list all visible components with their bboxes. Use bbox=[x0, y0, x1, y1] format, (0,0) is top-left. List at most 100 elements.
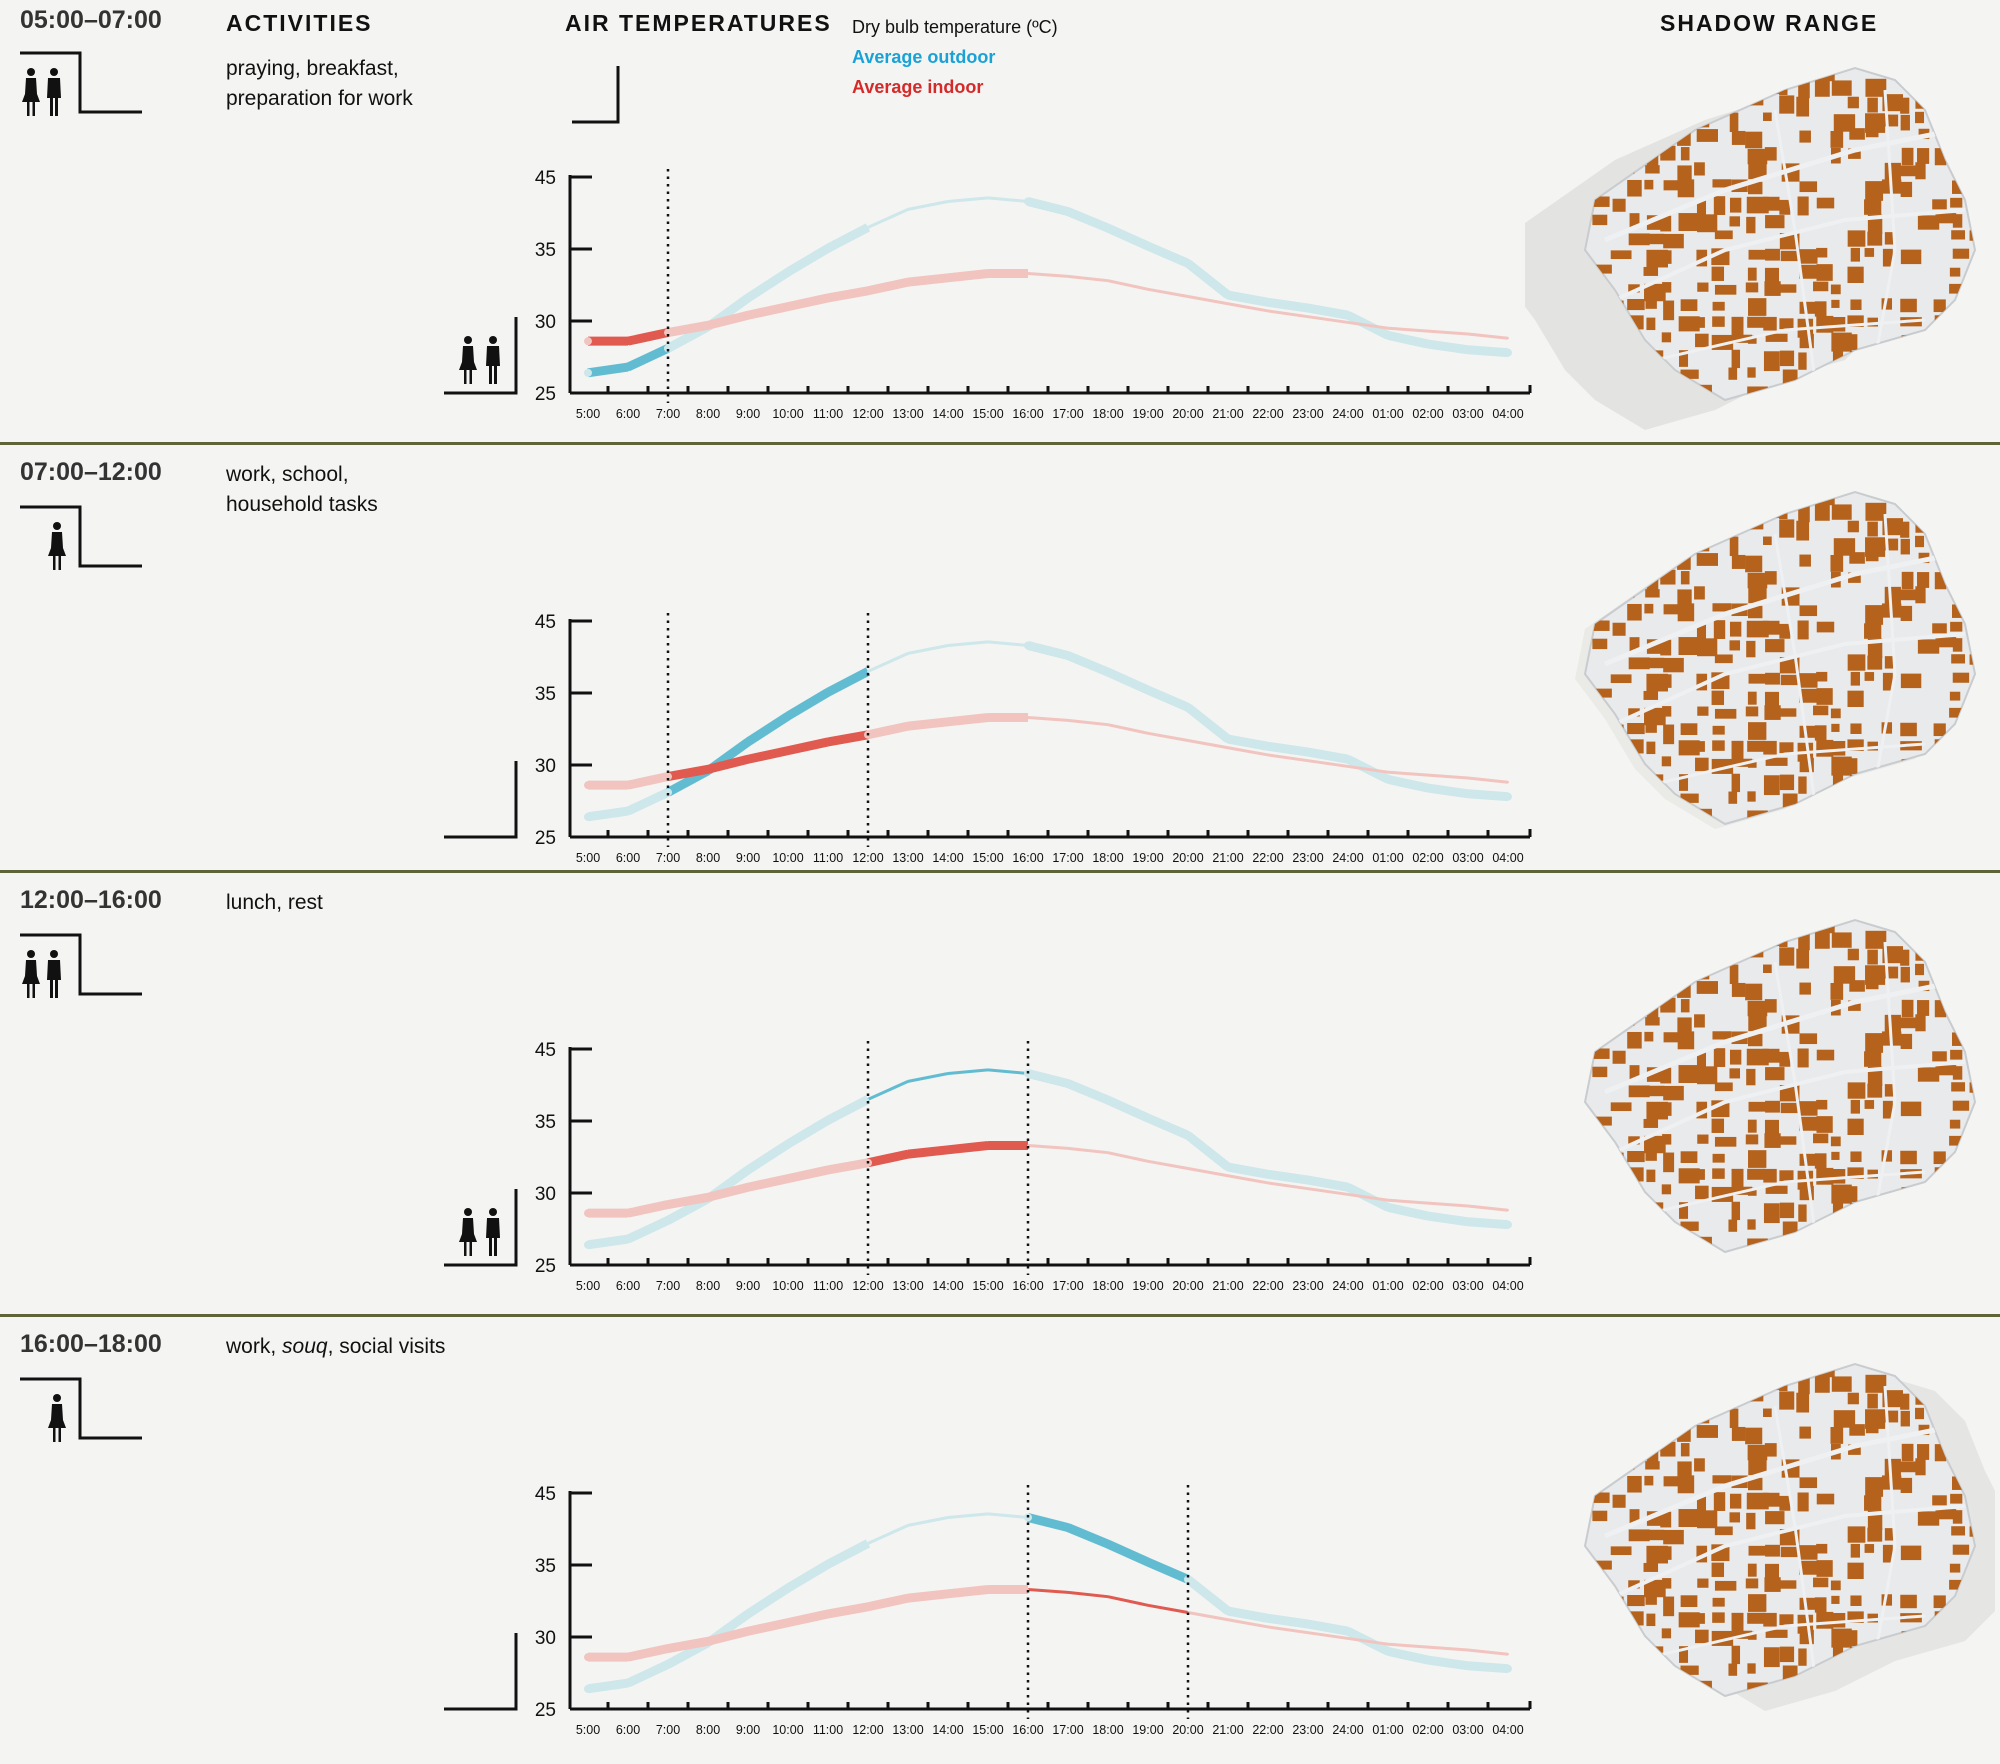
outdoor-point bbox=[987, 640, 989, 643]
x-tick-label: 19:00 bbox=[1132, 407, 1163, 421]
y-tick-label: 45 bbox=[535, 1040, 556, 1061]
outdoor-segment bbox=[1026, 1069, 1070, 1088]
outdoor-segment bbox=[1026, 641, 1070, 660]
y-tick-label: 25 bbox=[535, 1256, 556, 1277]
outdoor-point bbox=[744, 737, 752, 746]
x-tick-label: 17:00 bbox=[1052, 851, 1083, 865]
indoor-point bbox=[784, 1174, 792, 1183]
indoor-segment bbox=[827, 1158, 869, 1175]
indoor-point bbox=[824, 1165, 832, 1174]
shadow-range-map bbox=[1583, 1362, 1995, 1711]
indoor-segment-highlight bbox=[1147, 1603, 1189, 1614]
air-temp-bracket bbox=[572, 66, 620, 124]
outdoor-segment bbox=[1185, 259, 1231, 299]
x-tick-label: 24:00 bbox=[1332, 851, 1363, 865]
indoor-segment bbox=[627, 1644, 669, 1662]
outdoor-segment-highlight bbox=[907, 1072, 949, 1083]
time-range: 07:00–12:00 bbox=[20, 458, 162, 486]
x-tick-label: 5:00 bbox=[576, 1723, 600, 1737]
indoor-point bbox=[984, 1585, 992, 1594]
outdoor-segment bbox=[1427, 783, 1469, 799]
x-tick-label: 22:00 bbox=[1252, 1723, 1283, 1737]
outdoor-segment bbox=[825, 1539, 871, 1569]
indoor-point bbox=[1427, 330, 1429, 333]
man-icon bbox=[486, 1208, 500, 1256]
activity-line: lunch, rest bbox=[226, 891, 323, 914]
outdoor-segment bbox=[907, 644, 949, 655]
indoor-segment bbox=[1267, 1181, 1309, 1191]
street bbox=[1604, 1423, 1956, 1539]
man-icon bbox=[47, 68, 61, 116]
legend-title: Dry bulb temperature (ºC) bbox=[852, 17, 1058, 37]
outdoor-point bbox=[1144, 1114, 1152, 1123]
x-tick-label: 12:00 bbox=[852, 407, 883, 421]
activity-description: work, souq, social visits bbox=[226, 1332, 445, 1362]
outdoor-segment bbox=[587, 1234, 629, 1250]
outdoor-segment bbox=[1467, 345, 1509, 358]
indoor-point bbox=[984, 1141, 992, 1150]
indoor-point bbox=[824, 737, 832, 746]
x-tick-label: 7:00 bbox=[656, 407, 680, 421]
indoor-point bbox=[1467, 1648, 1469, 1651]
indoor-segment bbox=[1427, 773, 1469, 780]
x-tick-label: 11:00 bbox=[813, 407, 843, 421]
indoor-segment bbox=[1427, 1645, 1469, 1652]
indoor-point bbox=[744, 755, 752, 764]
indoor-point bbox=[1267, 309, 1269, 312]
outdoor-segment bbox=[626, 1660, 670, 1688]
x-tick-label: 18:00 bbox=[1092, 407, 1123, 421]
outdoor-segment bbox=[1026, 197, 1070, 216]
x-tick-label: 22:00 bbox=[1252, 851, 1283, 865]
indoor-point bbox=[584, 337, 592, 346]
indoor-segment bbox=[1107, 279, 1149, 291]
x-tick-label: 02:00 bbox=[1412, 1279, 1443, 1293]
x-tick-label: 6:00 bbox=[616, 407, 640, 421]
indoor-segment bbox=[1227, 1174, 1269, 1185]
street bbox=[1873, 1385, 1897, 1657]
outdoor-point bbox=[624, 1679, 632, 1688]
indoor-segment bbox=[1347, 1192, 1389, 1202]
activity-line: household tasks bbox=[226, 493, 378, 516]
y-tick-label: 25 bbox=[535, 1700, 556, 1721]
outdoor-point bbox=[987, 1512, 989, 1515]
temperature-chart: 25 30 35 45 5:00 6:00 7:00 8:00 9:00 10:00 11:00 12… bbox=[444, 612, 1532, 865]
indoor-point bbox=[1067, 719, 1069, 722]
outdoor-segment bbox=[947, 640, 989, 647]
indoor-segment bbox=[1347, 1636, 1389, 1646]
x-tick-label: 7:00 bbox=[656, 1279, 680, 1293]
time-range: 16:00–18:00 bbox=[20, 1330, 162, 1358]
outdoor-point bbox=[1504, 1220, 1512, 1229]
indoor-point bbox=[1427, 1646, 1429, 1649]
x-tick-label: 20:00 bbox=[1172, 851, 1203, 865]
outdoor-segment bbox=[1185, 1131, 1231, 1171]
x-tick-label: 8:00 bbox=[696, 407, 720, 421]
indoor-segment bbox=[1067, 718, 1109, 727]
outdoor-point bbox=[867, 1542, 869, 1545]
outdoor-segment-highlight bbox=[1146, 1557, 1190, 1584]
x-tick-label: 22:00 bbox=[1252, 407, 1283, 421]
activity-description: praying, breakfast, preparation for work bbox=[226, 54, 413, 114]
temperature-chart: 25 30 35 45 5:00 6:00 7:00 8:00 9:00 10:00 11:00 12… bbox=[444, 168, 1532, 421]
indoor-point bbox=[664, 772, 672, 781]
outdoor-point bbox=[987, 196, 989, 199]
x-tick-label: 17:00 bbox=[1052, 1723, 1083, 1737]
activity-line: praying, breakfast, bbox=[226, 57, 399, 80]
indoor-segment-highlight bbox=[627, 328, 669, 346]
indoor-segment bbox=[827, 286, 869, 303]
street bbox=[1614, 1504, 1966, 1598]
outdoor-point bbox=[1104, 1540, 1112, 1549]
street bbox=[1614, 208, 1966, 302]
outdoor-point bbox=[584, 368, 592, 377]
indoor-point bbox=[624, 1653, 632, 1662]
indoor-segment bbox=[867, 721, 909, 740]
outdoor-segment bbox=[1267, 297, 1309, 313]
indoor-segment bbox=[1227, 746, 1269, 757]
indoor-point bbox=[1387, 327, 1389, 330]
x-tick-label: 03:00 bbox=[1452, 851, 1483, 865]
x-tick-label: 15:00 bbox=[972, 1279, 1003, 1293]
x-tick-label: 21:00 bbox=[1212, 1279, 1243, 1293]
indoor-point bbox=[784, 1618, 792, 1627]
x-tick-label: 19:00 bbox=[1132, 1279, 1163, 1293]
indoor-point bbox=[1187, 1167, 1189, 1170]
x-tick-label: 10:00 bbox=[772, 407, 803, 421]
